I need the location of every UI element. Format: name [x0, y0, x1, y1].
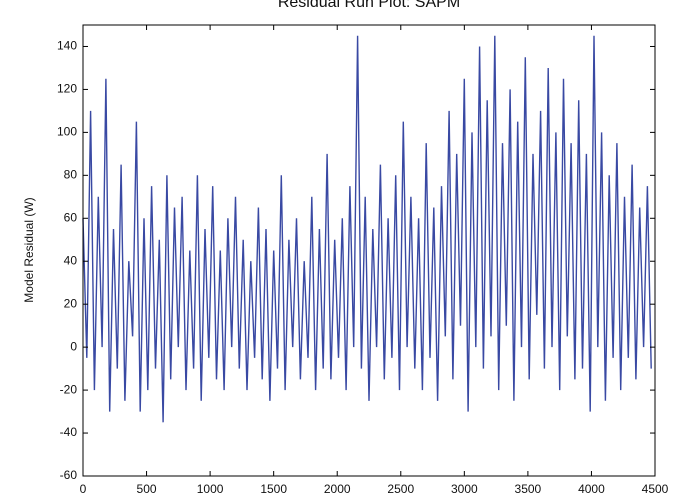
x-tick-label: 2000: [324, 482, 351, 496]
y-tick-label: -20: [60, 382, 78, 396]
x-tick-label: 4500: [642, 482, 669, 496]
y-tick-label: 0: [70, 339, 77, 353]
y-tick-label: 60: [64, 210, 78, 224]
x-tick-label: 1500: [260, 482, 287, 496]
x-tick-label: 3000: [451, 482, 478, 496]
x-tick-label: 500: [137, 482, 157, 496]
x-tick-label: 0: [80, 482, 87, 496]
y-tick-label: -40: [60, 425, 78, 439]
plot-frame: [82, 24, 656, 477]
y-tick-label: -60: [60, 468, 78, 482]
chart-title: Residual Run Plot: SAPM: [278, 0, 460, 11]
x-tick-label: 4000: [578, 482, 605, 496]
x-tick-label: 3500: [515, 482, 542, 496]
y-tick-label: 120: [57, 82, 77, 96]
x-tick-label: 2500: [387, 482, 414, 496]
x-tick-label: 1000: [197, 482, 224, 496]
data-line: [82, 35, 652, 423]
y-tick-label: 100: [57, 125, 77, 139]
y-tick-label: 140: [57, 39, 77, 53]
y-tick-label: 20: [64, 296, 78, 310]
y-tick-label: 80: [64, 168, 78, 182]
y-axis-label: Model Residual (W): [22, 197, 36, 302]
y-tick-label: 40: [64, 253, 78, 267]
